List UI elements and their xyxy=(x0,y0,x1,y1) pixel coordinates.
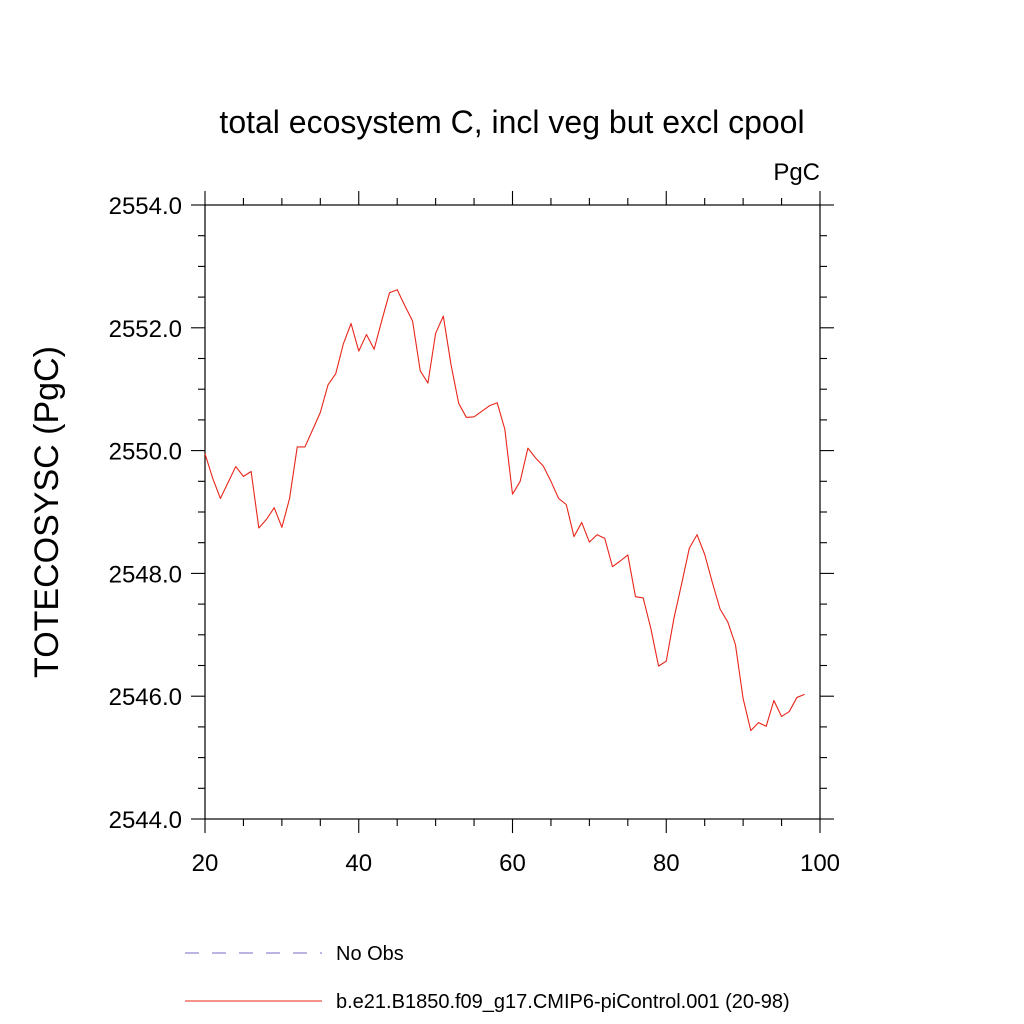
y-tick-label: 2548.0 xyxy=(109,561,182,588)
legend-label-no-obs: No Obs xyxy=(336,943,404,965)
axis-tick-labels: 20 40 60 80 100 2544.0 2546.0 2548.0 2550.0 2552.… xyxy=(109,193,840,877)
axis-ticks xyxy=(191,191,834,833)
y-tick-label: 2544.0 xyxy=(109,807,182,834)
y-axis-label: TOTECOSYSC (PgC) xyxy=(28,346,66,678)
y-tick-label: 2552.0 xyxy=(109,316,182,343)
x-tick-label: 100 xyxy=(800,850,840,877)
x-tick-label: 60 xyxy=(499,850,526,877)
x-tick-label: 80 xyxy=(653,850,680,877)
chart-title: total ecosystem C, incl veg but excl cpo… xyxy=(219,104,804,140)
y-tick-label: 2546.0 xyxy=(109,684,182,711)
y-tick-label: 2550.0 xyxy=(109,439,182,466)
plot-frame xyxy=(204,204,821,820)
legend: No Obs b.e21.B1850.f09_g17.CMIP6-piContr… xyxy=(185,943,790,1013)
units-label: PgC xyxy=(773,159,820,186)
legend-label-piControl: b.e21.B1850.f09_g17.CMIP6-piControl.001 … xyxy=(336,991,790,1013)
plot-area: 20 40 60 80 100 2544.0 2546.0 2548.0 2550.0 2552.… xyxy=(109,191,840,877)
x-tick-label: 20 xyxy=(192,850,219,877)
x-tick-label: 40 xyxy=(345,850,372,877)
series-line xyxy=(204,289,805,732)
y-tick-label: 2554.0 xyxy=(109,193,182,220)
